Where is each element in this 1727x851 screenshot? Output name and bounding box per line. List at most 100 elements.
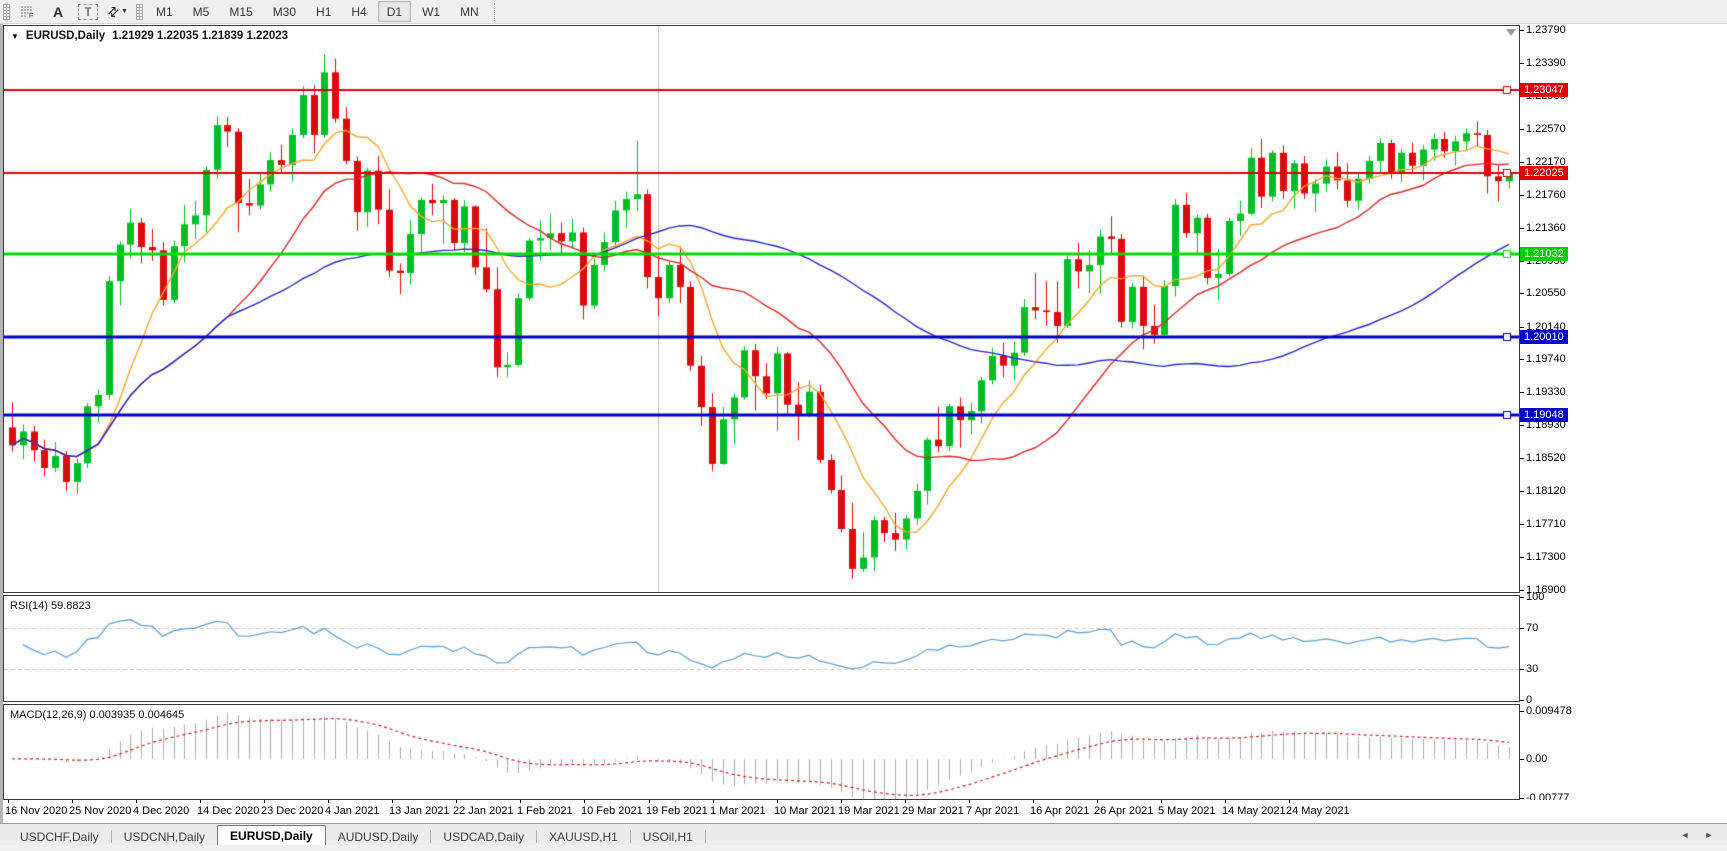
date-tick — [777, 800, 778, 803]
rsi-tick — [1520, 628, 1524, 629]
date-label: 19 Feb 2021 — [646, 805, 708, 817]
price-tick-label: 1.22170 — [1526, 156, 1566, 168]
chart-tabbar: USDCHF,Daily USDCNH,Daily EURUSD,Daily AUDU… — [0, 823, 1727, 846]
macd-chart-canvas[interactable] — [4, 705, 1519, 799]
timeframe-button-h1[interactable]: H1 — [316, 4, 332, 19]
tab-separator — [110, 830, 112, 843]
timeframe-button-m1[interactable]: M1 — [156, 4, 173, 19]
macd-plot-area[interactable]: MACD(12,26,9) 0.003935 0.004645 — [3, 704, 1520, 800]
bottom-strip — [0, 845, 1727, 851]
price-tick — [1520, 195, 1524, 196]
date-tick — [713, 800, 714, 803]
price-tick — [1520, 425, 1524, 426]
date-label: 10 Mar 2021 — [774, 805, 836, 817]
toolbar-grip[interactable] — [3, 3, 10, 20]
price-tick-label: 1.17710 — [1526, 518, 1566, 530]
price-tick-label: 1.23790 — [1526, 24, 1566, 36]
timeframe-button-w1[interactable]: W1 — [422, 4, 441, 19]
date-label: 5 May 2021 — [1158, 805, 1216, 817]
date-label: 26 Apr 2021 — [1094, 805, 1154, 817]
price-tick-label: 1.23390 — [1526, 57, 1566, 69]
date-label: 22 Jan 2021 — [453, 805, 514, 817]
indicators-grid-icon[interactable]: F — [14, 2, 42, 22]
date-tick — [72, 800, 73, 803]
cursor-arrows-button[interactable]: ⇄ ▼ — [104, 2, 132, 22]
tabs-scroll-left-button[interactable]: ◄ — [1680, 830, 1690, 840]
timeframe-button-h4[interactable]: H4 — [351, 4, 367, 19]
chart-title: ▼ EURUSD,Daily 1.21929 1.22035 1.21839 1… — [11, 30, 288, 42]
rsi-plot-area[interactable]: RSI(14) 59.8823 — [3, 595, 1520, 702]
rsi-tick-label: 70 — [1526, 622, 1539, 634]
timeframe-button-mn[interactable]: MN — [460, 4, 479, 19]
tab-usdchf[interactable]: USDCHF,Daily — [20, 829, 99, 844]
tab-eurusd[interactable]: EURUSD,Daily — [217, 825, 326, 846]
price-tick — [1520, 392, 1524, 393]
date-label: 24 May 2021 — [1286, 805, 1350, 817]
price-tick — [1520, 129, 1524, 130]
tab-audusd[interactable]: AUDUSD,Daily — [337, 829, 419, 844]
rsi-chart-canvas[interactable] — [4, 596, 1519, 701]
macd-tick — [1520, 798, 1524, 799]
date-tick — [905, 800, 906, 803]
rsi-tick-label: 0 — [1526, 694, 1533, 706]
price-plot-area[interactable]: ▼ EURUSD,Daily 1.21929 1.22035 1.21839 1… — [3, 25, 1520, 593]
date-label: 14 Dec 2020 — [197, 805, 260, 817]
date-tick — [136, 800, 137, 803]
font-tool-button[interactable]: A — [52, 3, 64, 20]
toolbar-grip-2[interactable] — [136, 3, 143, 20]
price-tick — [1520, 293, 1524, 294]
macd-panel: MACD(12,26,9) 0.003935 0.004645 0.009478… — [3, 704, 1727, 804]
date-label: 23 Dec 2020 — [261, 805, 324, 817]
date-tick — [328, 800, 329, 803]
timeframe-button-m15[interactable]: M15 — [229, 4, 253, 19]
date-label: 10 Feb 2021 — [581, 805, 643, 817]
price-tick — [1520, 228, 1524, 229]
price-tick-label: 1.18120 — [1526, 485, 1566, 497]
price-tick — [1520, 63, 1524, 64]
macd-tick-label: 0.009478 — [1526, 705, 1572, 717]
text-tool-button[interactable]: T — [74, 2, 102, 22]
price-tick — [1520, 162, 1524, 163]
rsi-tick — [1520, 700, 1524, 701]
ohlc-values: 1.21929 1.22035 1.21839 1.22023 — [112, 30, 289, 42]
tab-usdcnh[interactable]: USDCNH,Daily — [123, 829, 206, 844]
date-label: 4 Dec 2020 — [133, 805, 190, 817]
price-tick — [1520, 491, 1524, 492]
collapse-arrow-icon[interactable]: ▼ — [11, 31, 19, 41]
chart-window: ▼ EURUSD,Daily 1.21929 1.22035 1.21839 1… — [0, 24, 1727, 823]
price-tick-label: 1.21360 — [1526, 222, 1566, 234]
date-tick — [969, 800, 970, 803]
date-label: 7 Apr 2021 — [966, 805, 1020, 817]
price-tick-label: 1.18520 — [1526, 452, 1566, 464]
price-tick — [1520, 359, 1524, 360]
timeframe-button-m5[interactable]: M5 — [192, 4, 210, 19]
svg-text:F: F — [29, 13, 33, 19]
price-tick-label: 1.21760 — [1526, 189, 1566, 201]
date-tick — [200, 800, 201, 803]
price-tick — [1520, 30, 1524, 31]
tab-separator — [536, 830, 538, 843]
date-tick — [1289, 800, 1290, 803]
price-tick — [1520, 327, 1524, 328]
price-panel: ▼ EURUSD,Daily 1.21929 1.22035 1.21839 1… — [3, 24, 1727, 596]
timeframe-buttons: M1 M5 M15 M30 H1 H4 D1 W1 MN — [146, 1, 489, 22]
tab-xauusd[interactable]: XAUUSD,H1 — [549, 829, 618, 844]
timeframe-button-m30[interactable]: M30 — [272, 4, 297, 19]
date-tick — [649, 800, 650, 803]
dropdown-caret-icon[interactable]: ▼ — [120, 8, 128, 15]
rsi-panel: RSI(14) 59.8823 100 70 30 0 — [3, 591, 1727, 706]
tab-separator — [430, 830, 432, 843]
tabs-scroll-right-button[interactable]: ► — [1704, 830, 1714, 840]
date-label: 14 May 2021 — [1222, 805, 1286, 817]
date-label: 25 Nov 2020 — [69, 805, 132, 817]
price-tick-label: 1.19330 — [1526, 386, 1566, 398]
timeframe-button-d1[interactable]: D1 — [377, 1, 412, 22]
price-chart-canvas[interactable] — [4, 26, 1519, 592]
tab-usoil[interactable]: USOil,H1 — [642, 829, 693, 844]
date-label: 1 Mar 2021 — [710, 805, 766, 817]
tab-usdcad[interactable]: USDCAD,Daily — [443, 829, 525, 844]
date-tick — [520, 800, 521, 803]
rsi-label: RSI(14) 59.8823 — [10, 600, 91, 612]
price-line-badge: 1.23047 — [1520, 83, 1568, 97]
date-axis: 16 Nov 2020 25 Nov 2020 4 Dec 2020 14 Dec 2… — [3, 800, 1727, 823]
